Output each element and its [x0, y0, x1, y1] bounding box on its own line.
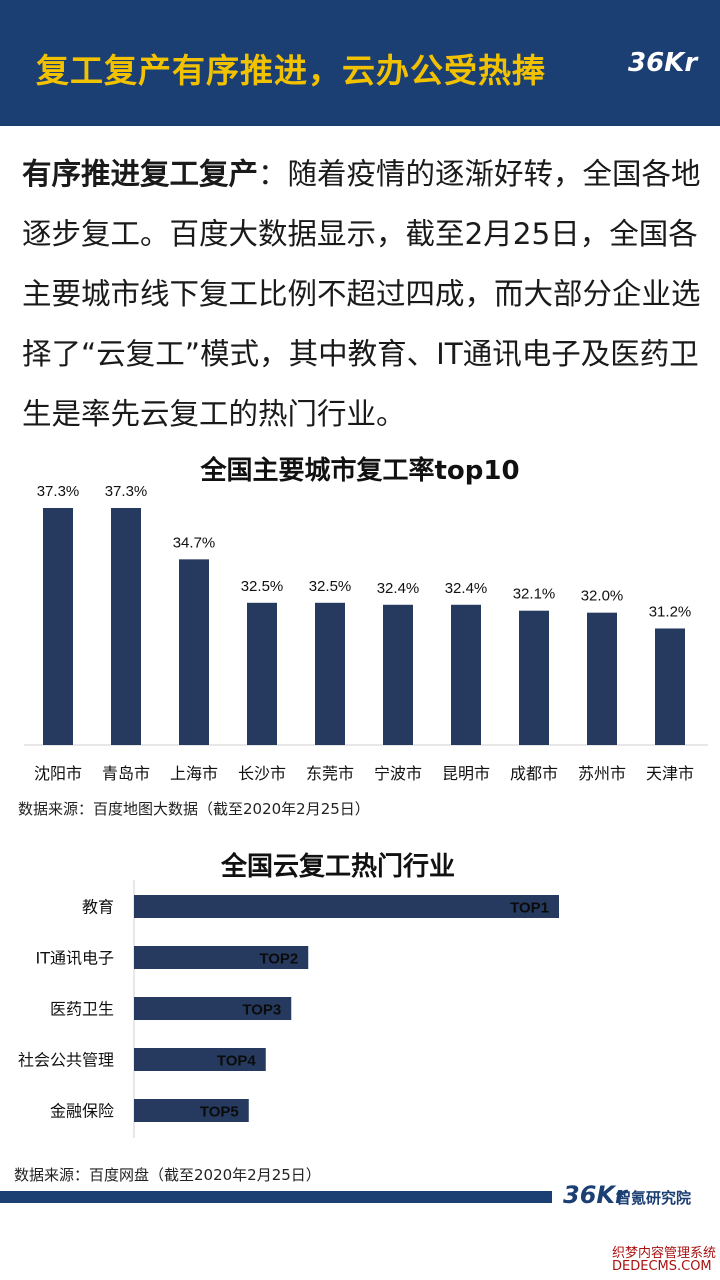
value-label-9: 32.0%	[581, 588, 624, 605]
value-label-5: 32.5%	[309, 578, 352, 595]
industry-chart-title: 全国云复工热门行业	[220, 852, 455, 882]
footer-divider	[0, 1191, 552, 1203]
bar-6	[383, 604, 413, 745]
value-label-3: 34.7%	[173, 534, 216, 551]
header-banner: 复工复产有序推进，云办公受热捧 36Kr	[0, 0, 720, 126]
value-label-4: 32.5%	[241, 578, 284, 595]
intro-body: ：随着疫情的逐渐好转，全国各地逐步复工。百度大数据显示，截至2月25日，全国各主…	[22, 157, 701, 431]
industry-bar-2	[134, 946, 309, 969]
category-label-4: 长沙市	[238, 764, 286, 783]
city-chart-title: 全国主要城市复工率top10	[200, 456, 520, 486]
watermark-line1: 织梦内容管理系统	[612, 1246, 717, 1261]
category-label-1: 沈阳市	[34, 764, 82, 783]
rank-label-2: TOP2	[259, 951, 298, 968]
industry-label-5: 金融保险	[50, 1102, 114, 1121]
category-label-6: 宁波市	[374, 764, 422, 783]
bar-5	[315, 602, 345, 745]
intro-paragraph: 有序推进复工复产：随着疫情的逐渐好转，全国各地逐步复工。百度大数据显示，截至2月…	[22, 144, 708, 444]
industry-label-2: IT通讯电子	[36, 949, 115, 968]
brand-logo: 36Kr	[628, 48, 698, 78]
cloud-industry-chart: TOP1 教育 TOP2 IT通讯电子 TOP3 医药卫生 TOP4 社会公共管理 TOP5 金融…	[18, 880, 559, 1138]
bar-8	[519, 610, 549, 745]
industry-label-4: 社会公共管理	[18, 1051, 114, 1070]
category-label-9: 苏州市	[578, 764, 626, 783]
intro-lead: 有序推进复工复产	[22, 157, 259, 191]
industry-label-3: 医药卫生	[50, 1000, 114, 1019]
industry-bar-3	[134, 997, 292, 1020]
category-label-8: 成都市	[510, 764, 558, 783]
city-chart-source: 数据来源：百度地图大数据（截至2020年2月25日）	[18, 800, 370, 818]
value-label-10: 31.2%	[649, 603, 692, 620]
value-label-7: 32.4%	[445, 580, 488, 597]
category-label-7: 昆明市	[442, 764, 490, 783]
rank-label-1: TOP1	[510, 900, 549, 917]
category-label-3: 上海市	[170, 764, 218, 783]
industry-bar-1	[134, 895, 559, 918]
industry-label-1: 教育	[82, 898, 114, 917]
footer-logo: 36Kr	[563, 1181, 627, 1209]
category-label-5: 东莞市	[306, 764, 354, 783]
value-label-8: 32.1%	[513, 586, 556, 603]
category-label-10: 天津市	[646, 764, 694, 783]
bar-9	[587, 612, 617, 745]
bar-3	[179, 559, 209, 745]
bar-10	[655, 628, 685, 745]
city-return-rate-chart: 37.3% 沈阳市 37.3% 青岛市 34.7% 上海市 32.5% 长沙市 32.5% 东莞市…	[24, 483, 708, 783]
footer-brand: 智氪研究院	[616, 1189, 692, 1207]
industry-chart-source: 数据来源：百度网盘（截至2020年2月25日）	[14, 1166, 321, 1184]
rank-label-3: TOP3	[242, 1002, 281, 1019]
watermark-line2: DEDECMS.COM	[612, 1259, 712, 1274]
value-label-2: 37.3%	[105, 483, 148, 500]
industry-bar-5	[134, 1099, 249, 1122]
category-label-2: 青岛市	[102, 764, 150, 783]
bar-1	[43, 508, 73, 745]
bar-4	[247, 602, 277, 745]
rank-label-5: TOP5	[200, 1104, 239, 1121]
value-label-1: 37.3%	[37, 483, 80, 500]
bar-2	[111, 508, 141, 745]
value-label-6: 32.4%	[377, 580, 420, 597]
rank-label-4: TOP4	[217, 1053, 257, 1070]
industry-bar-4	[134, 1048, 266, 1071]
bar-7	[451, 604, 481, 745]
page-title: 复工复产有序推进，云办公受热捧	[36, 51, 546, 90]
